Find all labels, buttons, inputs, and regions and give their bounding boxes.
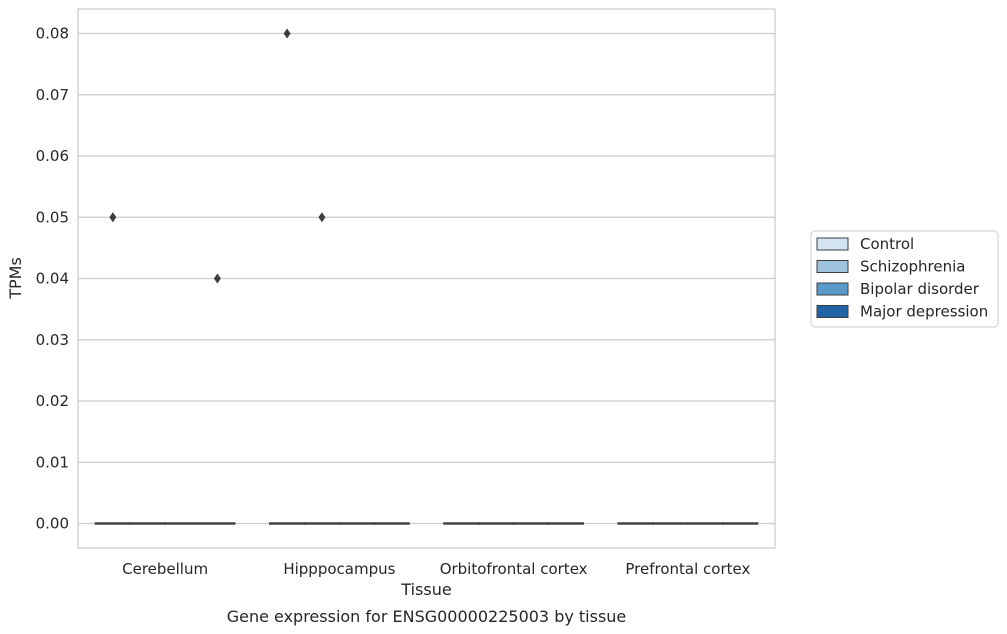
legend: Control Schizophrenia Bipolar disorder Majo…: [810, 230, 999, 328]
legend-label: Bipolar disorder: [860, 280, 980, 298]
chart-caption: Gene expression for ENSG00000225003 by t…: [227, 607, 627, 626]
y-tick-label: 0.08: [36, 25, 69, 43]
outlier-marks: [109, 28, 326, 284]
x-axis-ticks: Cerebellum Hipppocampus Orbitofrontal cort…: [122, 560, 750, 578]
y-tick-label: 0.00: [36, 515, 69, 533]
y-axis-title: TPMs: [6, 257, 25, 300]
grid-lines: [78, 32, 775, 525]
x-axis-title: Tissue: [400, 580, 451, 599]
y-tick-label: 0.05: [36, 208, 69, 226]
outlier-point: [109, 212, 117, 223]
y-tick-label: 0.04: [36, 270, 69, 288]
legend-label: Control: [860, 235, 914, 253]
legend-label: Schizophrenia: [860, 258, 965, 276]
legend-swatch: [816, 260, 849, 273]
x-tick-label: Hipppocampus: [283, 560, 395, 578]
legend-swatch: [816, 305, 849, 318]
outlier-point: [213, 273, 221, 284]
outlier-point: [283, 28, 291, 39]
legend-label: Major depression: [860, 303, 988, 321]
legend-swatch: [816, 237, 849, 251]
y-axis-ticks: 0.00 0.01 0.02 0.03 0.04 0.05 0.06 0.07 0.08: [36, 25, 69, 533]
y-tick-label: 0.03: [36, 331, 69, 349]
legend-swatch: [816, 282, 849, 296]
x-tick-label: Orbitofrontal cortex: [440, 560, 588, 578]
y-tick-label: 0.01: [36, 453, 69, 471]
plot-frame: [77, 8, 776, 549]
y-tick-label: 0.07: [36, 86, 69, 104]
y-tick-label: 0.02: [36, 392, 69, 410]
x-tick-label: Prefrontal cortex: [625, 560, 750, 578]
legend-frame: [810, 230, 999, 328]
x-tick-label: Cerebellum: [122, 560, 208, 578]
outlier-point: [318, 212, 326, 223]
y-tick-label: 0.06: [36, 147, 69, 165]
box-marks: [94, 522, 759, 525]
